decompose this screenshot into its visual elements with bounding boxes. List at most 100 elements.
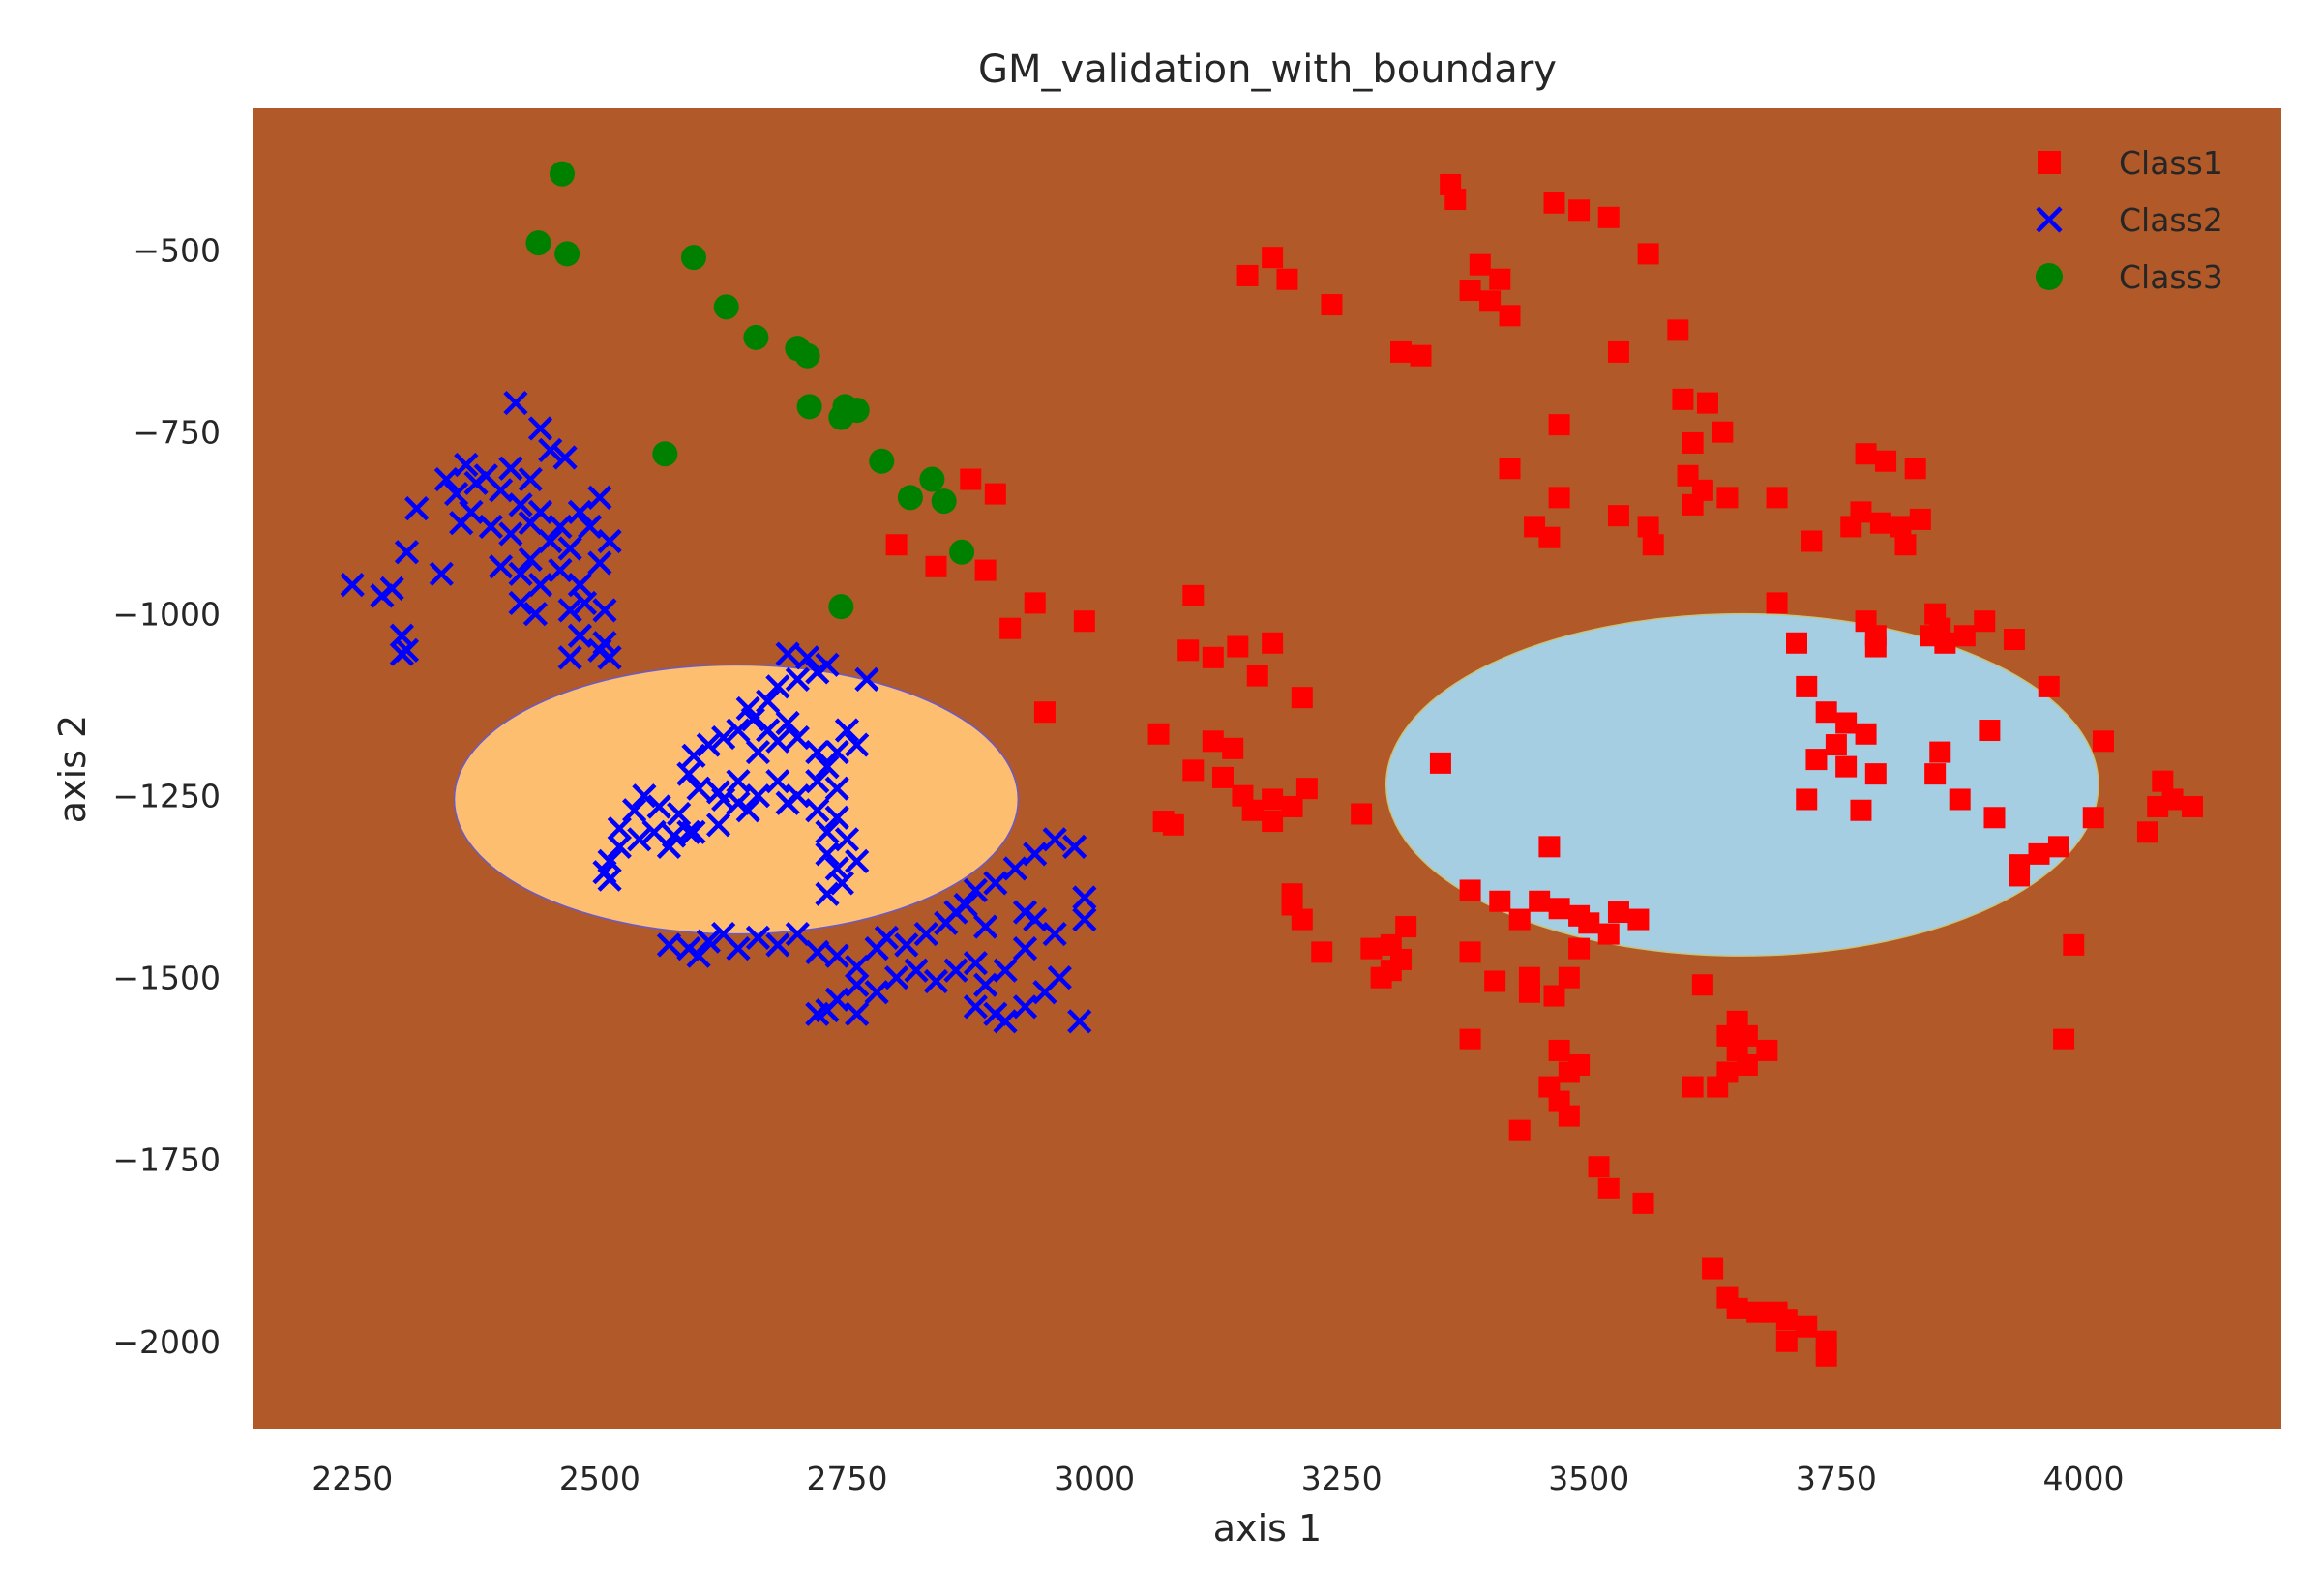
class1-point	[1627, 908, 1650, 931]
class2-point	[572, 590, 598, 615]
class2-point	[845, 1001, 870, 1026]
class3-point	[794, 342, 820, 369]
y-axis-ticks: −500 −750 −1000 −1250 −1500 −1750 −2000	[112, 232, 221, 1361]
class2-point	[667, 801, 692, 827]
class2-point	[775, 790, 800, 815]
class1-point	[1597, 206, 1620, 228]
class1-point	[1796, 788, 1818, 811]
class1-point	[2152, 770, 2174, 792]
class1-point	[1632, 1192, 1654, 1214]
class1-point	[1177, 639, 1200, 662]
class1-point	[1766, 487, 1788, 509]
class2-point	[538, 437, 563, 463]
class2-point	[845, 954, 870, 980]
legend-label-class3: Class3	[2119, 258, 2223, 296]
class1-point	[1033, 701, 1056, 724]
class2-point	[815, 881, 840, 906]
class2-point	[597, 528, 622, 554]
class2-point	[765, 674, 790, 699]
x-tick-label: 3750	[1796, 1460, 1877, 1497]
class2-point	[775, 641, 800, 666]
class1-point	[1489, 268, 1511, 290]
x-tick-label: 2250	[312, 1460, 393, 1497]
class2-point	[518, 466, 543, 492]
class1-point	[2047, 836, 2069, 858]
class1-point	[984, 483, 1006, 505]
class2-point	[429, 561, 454, 586]
class2-point	[389, 641, 414, 666]
class2-point	[765, 769, 790, 794]
class2-point	[745, 925, 771, 950]
class3-point	[743, 324, 769, 350]
class2-point	[433, 466, 459, 492]
class1-point	[1766, 592, 1788, 614]
class3-point	[949, 539, 975, 565]
chart-title: GM_validation_with_boundary	[978, 47, 1557, 92]
class1-point	[1929, 741, 1951, 763]
legend-label-class2: Class2	[2119, 201, 2223, 239]
class1-point	[1241, 799, 1264, 821]
class1-point	[2053, 1028, 2075, 1050]
class2-point	[557, 645, 582, 670]
class1-point	[2003, 629, 2025, 651]
class3-point	[550, 161, 576, 187]
class1-point	[1691, 974, 1713, 996]
class2-point	[705, 813, 731, 838]
class1-point	[1568, 937, 1591, 960]
class2-point	[538, 528, 563, 554]
class1-point	[1983, 807, 2006, 829]
class1-point	[1775, 1309, 1798, 1331]
x-tick-label: 2500	[559, 1460, 640, 1497]
class2-point	[557, 536, 582, 561]
class2-point	[765, 932, 790, 958]
class1-point	[999, 617, 1022, 639]
class1-point	[1702, 1257, 1724, 1280]
class2-point	[587, 550, 612, 576]
class1-point	[1875, 450, 1897, 472]
class2-point	[389, 623, 414, 648]
class2-point	[1047, 965, 1072, 990]
class1-point	[1311, 941, 1333, 963]
class1-point	[1637, 516, 1659, 538]
class2-point	[711, 724, 736, 751]
class2-point	[518, 547, 543, 572]
class2-point	[676, 761, 701, 786]
y-tick-label: −1500	[112, 960, 221, 997]
class2-point	[548, 557, 573, 583]
class1-point	[1855, 723, 1877, 745]
class2-point	[983, 871, 1008, 896]
class1-point	[1395, 916, 1417, 938]
x-axis-label: axis 1	[1213, 1507, 1322, 1550]
series-class2	[340, 390, 1097, 1034]
class1-point	[1543, 192, 1565, 214]
class2-point	[607, 834, 632, 859]
class2-point	[824, 739, 849, 765]
x-axis-ticks: 2250 2500 2750 3000 3250 3500 3750 4000	[312, 1460, 2124, 1497]
class2-point	[815, 754, 840, 780]
class2-point	[597, 645, 622, 670]
class1-point	[1444, 189, 1467, 211]
class1-point	[1351, 803, 1373, 825]
class2-point	[518, 511, 543, 536]
class2-point	[503, 390, 528, 416]
class2-point	[527, 416, 553, 441]
class2-point	[1072, 885, 1097, 910]
class2-point	[913, 922, 938, 947]
class1-point	[1508, 908, 1531, 931]
class1-point	[1682, 493, 1704, 516]
class2-point	[740, 707, 765, 732]
class2-point	[1012, 936, 1038, 961]
class2-point	[815, 819, 840, 844]
class1-point	[1835, 755, 1858, 778]
class2-point	[597, 867, 622, 892]
class2-point	[552, 445, 578, 470]
class1-point	[1869, 512, 1891, 534]
class2-point	[894, 932, 919, 958]
class2-point	[953, 892, 978, 918]
class1-point	[2147, 795, 2169, 817]
class1-point	[1796, 1315, 1818, 1338]
class1-point	[1736, 1053, 1758, 1076]
class1-point	[1291, 908, 1313, 931]
class2-point	[765, 728, 790, 754]
